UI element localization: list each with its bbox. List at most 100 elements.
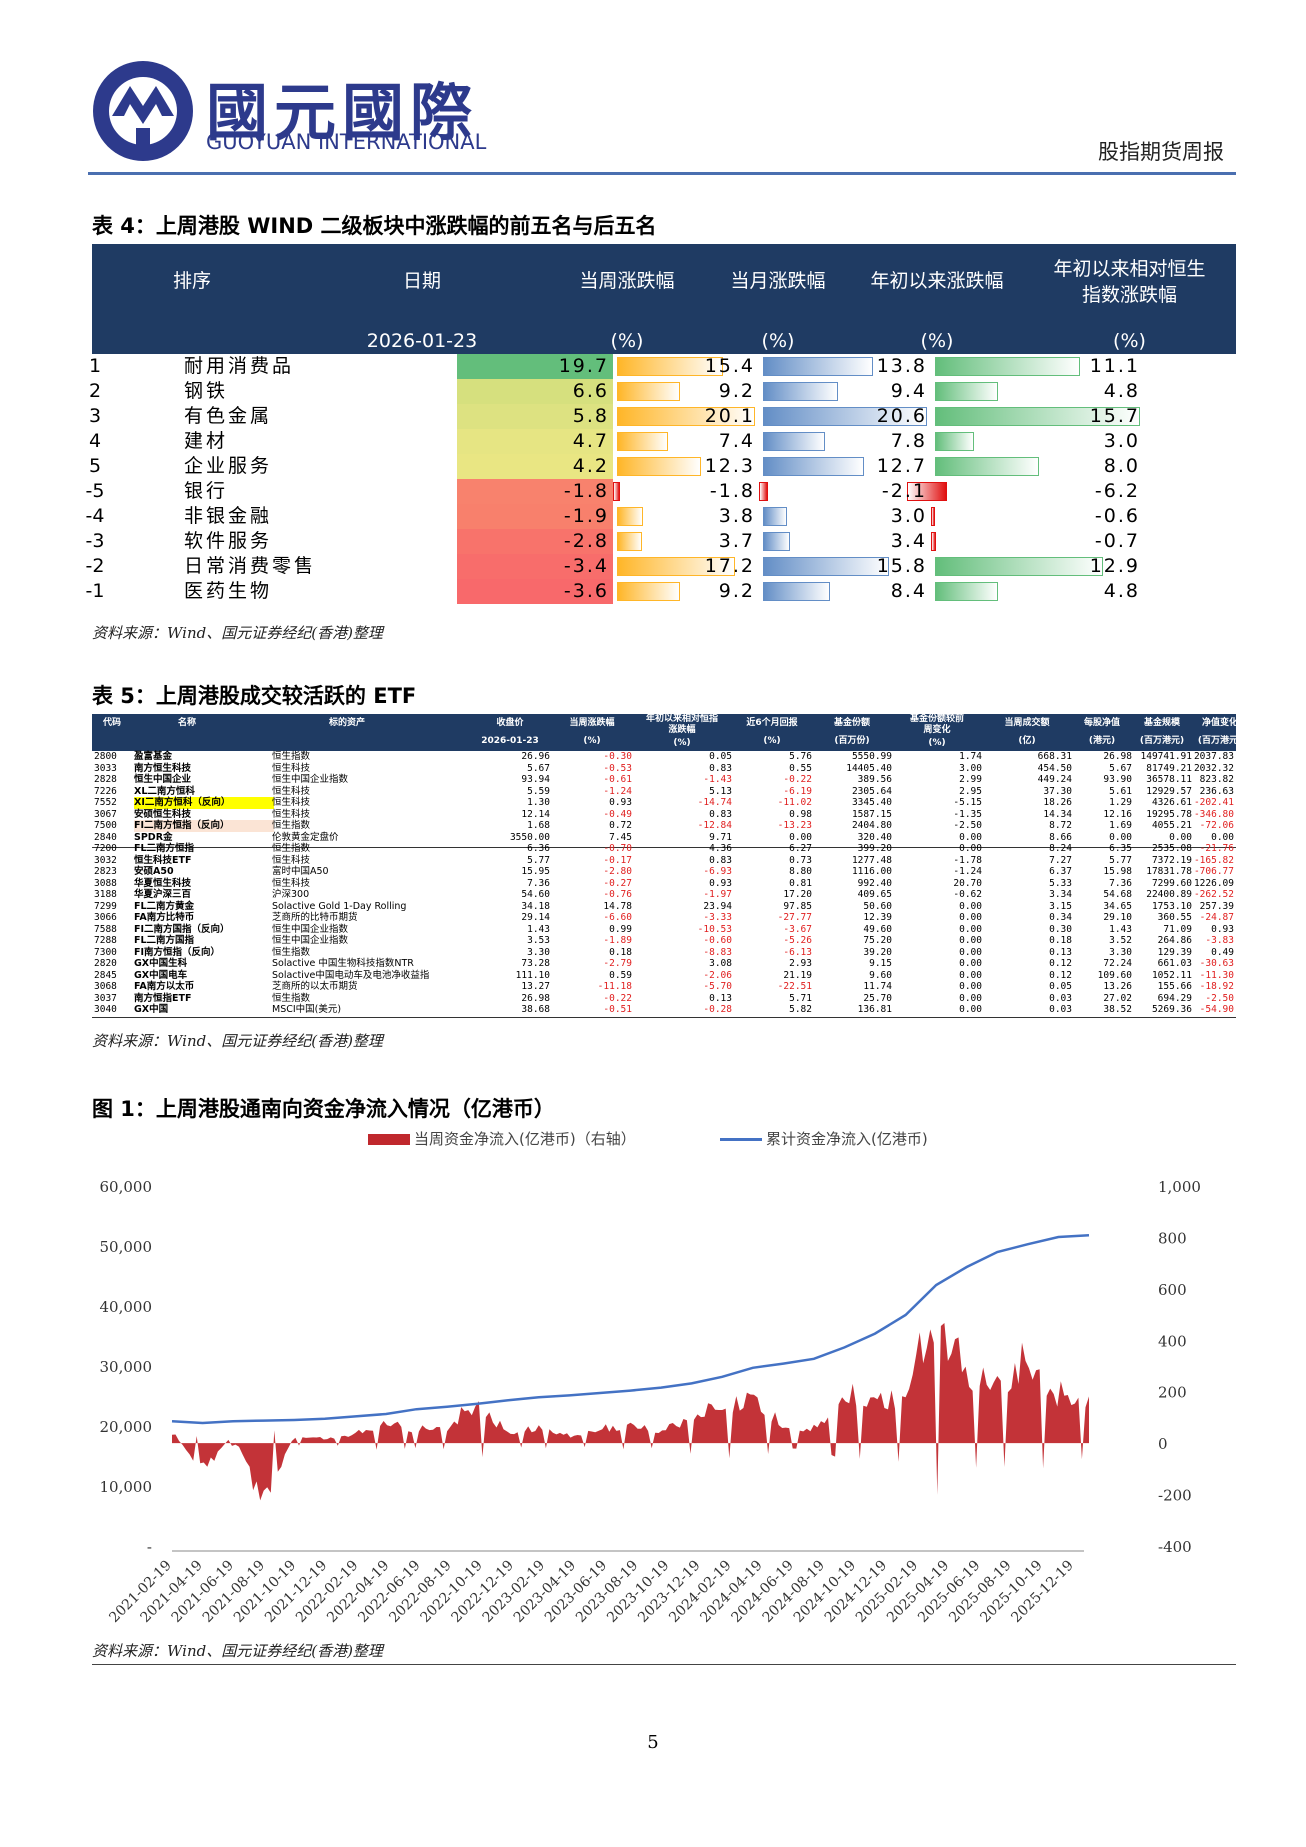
- cell-nav: 1.29: [1109, 797, 1132, 808]
- cell-share: 3345.40: [851, 797, 892, 808]
- right-axis-tick-label: 800: [1158, 1229, 1187, 1247]
- right-axis-tick-label: 200: [1158, 1384, 1187, 1402]
- table5-row: 3037 南方恒指ETF 恒生指数 26.98 -0.22 0.13 5.71 25.70 0.…: [92, 993, 1236, 1005]
- cell-rel: -2.06: [703, 969, 732, 981]
- cell-nav: 12.16: [1103, 808, 1132, 820]
- page-footer-rule: [92, 1664, 1236, 1665]
- table5-row: 2823 安硕A50 富时中国A50 15.95 -2.80 -6.93 8.80 1116.…: [92, 866, 1236, 878]
- cell-size: 7372.19: [1151, 854, 1192, 866]
- table4-row: 5 企业服务 4.2 12.3 12.7 8.0: [89, 454, 1144, 479]
- cell-rel: -0.60: [703, 935, 732, 946]
- data-bar: [763, 382, 838, 401]
- cell-nav: 109.60: [1097, 969, 1132, 981]
- data-bar: [617, 532, 643, 551]
- cell-rel: 5.13: [709, 785, 732, 797]
- cell-share: 5550.99: [851, 751, 892, 762]
- turnover-bar: [982, 786, 986, 796]
- cell-week: 4.2: [457, 454, 613, 479]
- cell-underlying: 恒生科技: [272, 854, 311, 866]
- cell-ytd: 9.4: [759, 379, 931, 404]
- cell-share: 1277.48: [851, 854, 892, 866]
- cell-size: 1753.10: [1151, 900, 1192, 912]
- data-bar: [931, 532, 937, 551]
- cell-week: -3.4: [457, 554, 613, 579]
- cell-nav: 5.67: [1109, 762, 1132, 774]
- cell-share-chg: 0.00: [959, 900, 982, 912]
- cell-week: -2.79: [603, 958, 632, 969]
- cell-ytd: 15.8: [759, 554, 931, 579]
- cell-turnover: 0.30: [982, 923, 1072, 935]
- cell-value: 4.8: [1103, 380, 1140, 402]
- cell-underlying: 芝商所的以太币期货: [272, 981, 358, 992]
- right-axis-tick-label: 400: [1158, 1332, 1187, 1350]
- cell-name: 恒生科技ETF: [134, 854, 192, 866]
- cell-week: -2.80: [603, 866, 632, 877]
- cell-navchg: 0.00: [1211, 831, 1234, 843]
- turnover-bar: [982, 809, 984, 819]
- cell-ytd: 12.7: [759, 454, 931, 479]
- table5-row: 2845 GX中国电车 Solactive中国电动车及电池净收益指 111.10 0.5…: [92, 970, 1236, 982]
- table4-row: 2 钢铁 6.6 9.2 9.4 4.8: [89, 379, 1144, 404]
- cell-nav: 6.35: [1109, 843, 1132, 854]
- data-bar: [763, 457, 865, 476]
- col-m6-sub: (%): [763, 736, 781, 746]
- table4-source: 资料来源：Wind、国元证券经纪(香港)整理: [92, 624, 383, 642]
- cell-underlying: 恒生指数: [272, 843, 311, 854]
- table5-row: 7552 XI二南方恒科（反向） 恒生科技 1.30 0.93 -14.74 -11.02 3…: [92, 797, 1236, 809]
- cell-rel: -1.97: [703, 889, 732, 900]
- cell-share-chg: 3.00: [892, 763, 982, 775]
- cell-code: 3088: [94, 877, 117, 889]
- page-number: 5: [647, 1732, 659, 1753]
- col-underlying-header: 标的资产: [328, 718, 365, 728]
- row-sector-name: 日常消费零售: [184, 555, 317, 577]
- cell-underlying: 富时中国A50: [272, 866, 329, 877]
- table5-row: 7288 FL二南方国指 恒生中国企业指数 3.53 -1.89 -0.60 -5.26 75…: [92, 935, 1236, 947]
- cell-navchg: 0.49: [1211, 946, 1234, 958]
- cell-rel: 9.71: [709, 831, 732, 843]
- cell-share: 320.40: [857, 831, 892, 843]
- cell-6m: 6.27: [789, 843, 812, 854]
- cell-6m: 8.80: [789, 866, 812, 877]
- cell-close: 111.10: [515, 969, 550, 981]
- col-rel-header-line2: 指数涨跌幅: [1081, 284, 1177, 306]
- cell-week: 0.93: [609, 797, 632, 808]
- cell-rel: 4.8: [931, 379, 1144, 404]
- col-ytd-unit: (%): [920, 330, 954, 352]
- cell-navchg: -72.06: [1199, 820, 1234, 831]
- cell-ytd: 7.8: [759, 429, 931, 454]
- turnover-bar: [982, 832, 983, 842]
- cell-share-chg: 0.00: [959, 946, 982, 958]
- cell-week: -1.24: [603, 785, 632, 797]
- cell-6m: 0.00: [789, 831, 812, 843]
- cell-6m: 0.73: [789, 854, 812, 866]
- data-bar: [935, 382, 998, 401]
- data-bar: [763, 557, 889, 576]
- cell-value: 9.2: [718, 580, 755, 602]
- col-nav-sub: (港元): [1088, 736, 1116, 746]
- cell-name: 南方恒指ETF: [134, 992, 192, 1004]
- data-bar: [763, 407, 927, 426]
- cell-turnover: 3.34: [982, 889, 1072, 900]
- cell-6m: 0.98: [789, 808, 812, 820]
- cell-size: 264.86: [1157, 935, 1192, 946]
- data-bar: [759, 482, 769, 501]
- row-sector-name: 软件服务: [184, 530, 273, 552]
- data-bar: [617, 557, 736, 576]
- cell-week: -1.8: [457, 479, 613, 504]
- cell-week: -0.76: [603, 889, 632, 900]
- cell-size: 4055.21: [1151, 820, 1192, 831]
- cell-share: 12.39: [863, 912, 892, 923]
- cell-month: 3.8: [613, 504, 759, 529]
- cell-share-chg: 0.00: [959, 958, 982, 969]
- cell-week: -0.22: [603, 992, 632, 1004]
- cell-code: 2823: [94, 866, 117, 877]
- cell-rel: 11.1: [931, 354, 1144, 379]
- table5-row: 7299 FL二南方黄金 Solactive Gold 1-Day Rolling 3…: [92, 901, 1236, 913]
- cell-navchg: -18.92: [1199, 981, 1234, 992]
- table5-row: 2820 GX中国生科 Solactive 中国生物科技指数NTR 73.28 -2.7…: [92, 958, 1236, 970]
- cell-code: 2820: [94, 958, 117, 969]
- cell-6m: 5.82: [789, 1004, 812, 1015]
- cell-6m: 5.71: [789, 992, 812, 1004]
- cell-rel: -6.2: [907, 479, 1144, 504]
- cell-navchg: -3.83: [1205, 935, 1234, 946]
